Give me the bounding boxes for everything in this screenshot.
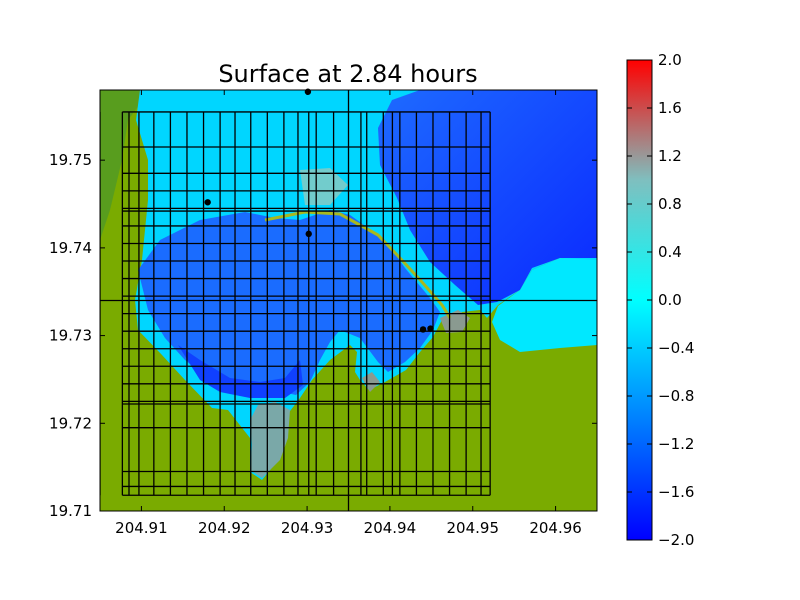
y-tick-label: 19.73 — [49, 327, 92, 345]
shoreline-bar — [264, 210, 452, 319]
colorbar-tick-label: 1.6 — [658, 99, 682, 117]
estuary-shallow — [250, 402, 290, 478]
gauge-point — [204, 199, 211, 206]
x-tick-label: 204.92 — [198, 519, 251, 537]
east-shelf-water — [492, 258, 597, 352]
plot-frame — [99, 89, 598, 512]
y-axis: 19.71 19.72 19.73 19.74 19.75 — [49, 151, 597, 520]
colorbar-tick-label: 1.2 — [658, 147, 682, 165]
land-left-strip — [100, 90, 145, 240]
colorbar-ticks: 2.0 1.6 1.2 0.8 0.4 0.0 −0.4 −0.8 −1.2 −1.6 −2.0 — [627, 51, 694, 549]
x-tick-label: 204.91 — [115, 519, 168, 537]
gauge-point — [419, 326, 427, 333]
x-tick-label: 204.96 — [529, 519, 582, 537]
grid-lines — [100, 90, 597, 511]
x-tick-label: 204.95 — [447, 519, 500, 537]
chart-title: Surface at 2.84 hours — [218, 60, 477, 88]
colorbar-tick-label: −1.2 — [658, 435, 694, 453]
gauge-point — [305, 230, 312, 238]
gauge-point — [427, 325, 434, 332]
colorbar-tick-label: −2.0 — [658, 531, 694, 549]
colorbar-tick-label: 0.0 — [658, 291, 682, 309]
x-tick-label: 204.93 — [281, 519, 334, 537]
y-tick-label: 19.72 — [49, 414, 92, 432]
colorbar-tick-label: 2.0 — [658, 51, 682, 69]
x-axis: 204.91 204.92 204.93 204.94 204.95 204.96 — [115, 90, 582, 537]
x-tick-label: 204.94 — [364, 519, 417, 537]
colorbar-tick-label: −0.8 — [658, 387, 694, 405]
colorbar-tick-label: −0.4 — [658, 339, 694, 357]
y-tick-label: 19.74 — [49, 239, 92, 257]
y-tick-label: 19.71 — [49, 502, 92, 520]
colorbar-tick-label: 0.8 — [658, 195, 682, 213]
bay-deep-edge — [178, 345, 303, 398]
shallow-patch — [300, 168, 348, 205]
colorbar-tick-label: −1.6 — [658, 483, 694, 501]
colorbar-tick-label: 0.4 — [658, 243, 682, 261]
y-tick-label: 19.75 — [49, 151, 92, 169]
